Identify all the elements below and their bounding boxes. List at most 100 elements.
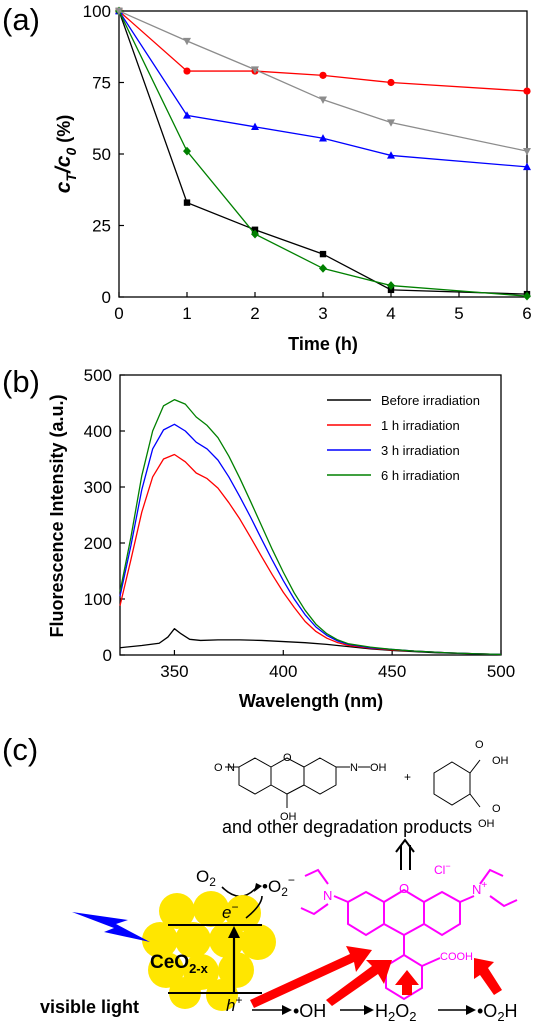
panel-label-b: (b) [2,364,40,399]
chart-a-point [319,96,327,104]
chart-a-point [387,78,395,87]
o2-reduction-arrowhead [254,883,262,892]
product-1-o-ring: O [283,752,292,764]
product-1-structure [225,757,370,808]
chart-b-ytick-label: 0 [103,646,112,665]
rhb-chloride: Cl− [434,861,451,877]
rhb-cooh: COOH [440,951,473,963]
chart-a-xtick-label: 4 [386,304,395,323]
rhb-c-bridge [383,923,425,937]
chart-a-point [523,147,531,156]
chart-a-point [523,87,531,95]
rhb-o-bridge [383,888,425,903]
electron-transfer-arrow [245,895,263,919]
chain-arrowhead-2 [364,1005,374,1015]
chart-b-ytick-label: 500 [84,366,112,385]
chart-a-point [387,119,395,127]
product-2-oh2: OH [478,818,495,830]
product-2-cooh2-bond [469,793,481,808]
chart-a-point [183,111,191,119]
product-1-o-bridge [270,757,305,768]
hole-label: h+ [226,993,242,1015]
chart-b-frame [119,374,502,656]
chart-b-series [119,398,502,656]
chart-b-ylabel: Fluorescence Intensity (a.u.) [47,394,67,637]
rhb-n-left: N [323,888,332,903]
chart-b-ytick-label: 100 [84,590,112,609]
rhb-ethyl-left-bottom [300,903,329,916]
product-2-ring [433,761,471,806]
chart-b-ytick-label: 200 [84,534,112,553]
chart-a-series-line-0 [118,10,528,295]
chart-b-legend-label: Before irradiation [381,393,480,408]
chart-a-point [319,264,327,273]
product-2-o1: O [475,739,484,751]
scheme: O O N N OH OH + O OH O OH and other degr… [40,739,518,1024]
chart-a-xtick-label: 0 [114,304,123,323]
chart-b-legend-label: 3 h irradiation [381,443,460,458]
chart-b-xtick-label: 500 [487,662,515,681]
attack-arrow-h2o2 [395,970,419,995]
rhb-n-left-bond [333,895,349,903]
rhb-n-right-bond [459,895,475,903]
chart-a-xtick-label: 2 [250,304,259,323]
product-1-oh-bottom: OH [280,811,297,823]
chart-a-series-line-1 [118,10,528,92]
attack-arrow-o2h [474,958,502,995]
chart-b: 350 400 450 500 0 100 200 300 400 500 Before irra… [47,366,515,711]
chart-b-ytick-label: 300 [84,478,112,497]
chart-b-xlabel: Wavelength (nm) [239,691,383,711]
chart-a-xtick-label: 5 [454,304,463,323]
chart-a-series-line-2 [118,10,528,168]
chart-a-point [251,229,259,239]
rhb-cooh-bond [421,957,441,967]
product-1-ring-right [303,757,337,795]
chart-b-xtick-label: 400 [269,662,297,681]
product-1-oh-right: OH [370,762,387,774]
chart-a-point [523,291,531,301]
hydroxyl-radical-label: •OH [293,1001,326,1021]
chart-b-legend-label: 1 h irradiation [381,418,460,433]
product-2-cooh1-bond [469,759,481,774]
rhb-o-ring: O [399,881,409,896]
electron-label: e− [222,900,238,922]
rhb-ethyl-left-top [304,868,329,885]
ceo2-label: CeO2-x [150,952,209,976]
chart-a-ytick-label: 25 [92,217,111,236]
chart-a-point [319,134,327,142]
chart-a-point [387,151,395,159]
chain-arrowhead-1 [282,1005,292,1015]
chart-b-legend-label: 6 h irradiation [381,468,460,483]
chart-b-legend: Before irradiation 1 h irradiation 3 h irr… [327,393,480,483]
chart-a-point [183,67,191,75]
chart-a-point [183,199,191,206]
chart-b-xtick-label: 350 [160,662,188,681]
excitation-arrowhead [228,926,240,938]
hydroperoxyl-radical-label: •O2H [477,1001,518,1024]
attack-arrow-oh [326,960,392,1006]
lightning-bolt-icon [72,912,150,942]
chart-a-ytick-label: 50 [92,145,111,164]
chart-a-point [183,146,191,156]
chart-a-xtick-label: 1 [182,304,191,323]
attack-arrow-hole [250,946,372,1008]
chart-b-xtick-label: 450 [378,662,406,681]
chart-b-ticks: 350 400 450 500 0 100 200 300 400 500 [84,366,516,681]
chart-b-series-line-3 [119,398,502,656]
chart-a-ytick-label: 0 [102,288,111,307]
products-arrow [395,838,415,870]
chart-a-ytick-label: 100 [83,2,111,21]
plus-sign: + [404,770,411,784]
chart-b-series-line-1 [119,453,502,656]
chart-a-series-line-3 [118,10,528,297]
panel-label-c: (c) [2,732,38,767]
chain-arrowhead-3 [466,1005,476,1015]
chart-a-series-line-4 [118,10,528,152]
product-1-ring-left [238,757,272,795]
radical-attack-arrows [250,946,502,1008]
chart-a-point [387,281,395,290]
chart-a-point [183,37,191,46]
chart-a-ytick-label: 75 [92,74,111,93]
chart-a: 0 1 2 3 4 5 6 0 25 50 75 100 Time (h) cT/c0 (%) [52,2,532,354]
o2-reduction-arrow [221,886,257,898]
